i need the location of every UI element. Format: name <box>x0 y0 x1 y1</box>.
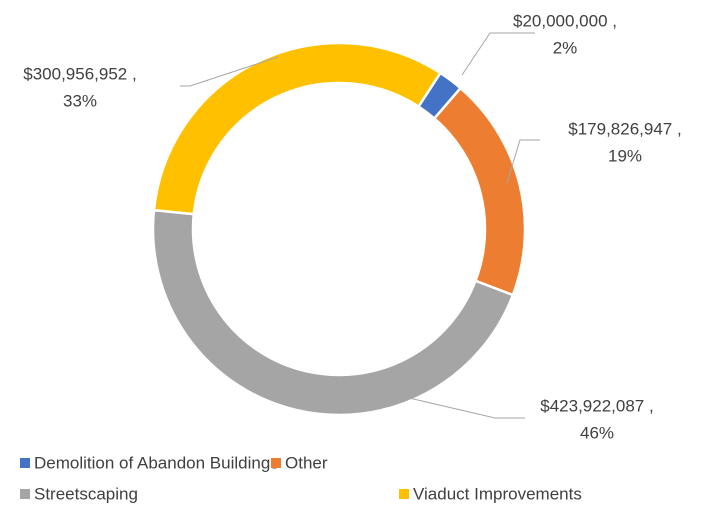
data-label: $179,826,947 , <box>568 119 681 138</box>
data-label-percent: 2% <box>553 38 578 57</box>
legend-swatch <box>20 489 30 499</box>
leader-line <box>506 139 540 184</box>
data-label-percent: 19% <box>608 146 642 165</box>
data-label: $300,956,952 , <box>23 64 136 83</box>
donut-slice <box>151 208 515 417</box>
legend-label: Streetscaping <box>34 484 138 503</box>
leader-line <box>391 393 525 419</box>
data-label-percent: 46% <box>580 423 614 442</box>
donut-slice <box>152 41 443 216</box>
leader-line <box>180 56 279 87</box>
legend-swatch <box>399 489 409 499</box>
leader-line <box>461 32 535 76</box>
legend-label: Other <box>285 453 328 472</box>
donut-slice <box>432 86 527 297</box>
legend-label: Viaduct Improvements <box>413 484 582 503</box>
legend-swatch <box>271 458 281 468</box>
legend-swatch <box>20 458 30 468</box>
data-label: $20,000,000 , <box>513 11 617 30</box>
legend-label: Demolition of Abandon Buildings <box>34 453 279 472</box>
data-label-percent: 33% <box>63 91 97 110</box>
data-label: $423,922,087 , <box>540 396 653 415</box>
